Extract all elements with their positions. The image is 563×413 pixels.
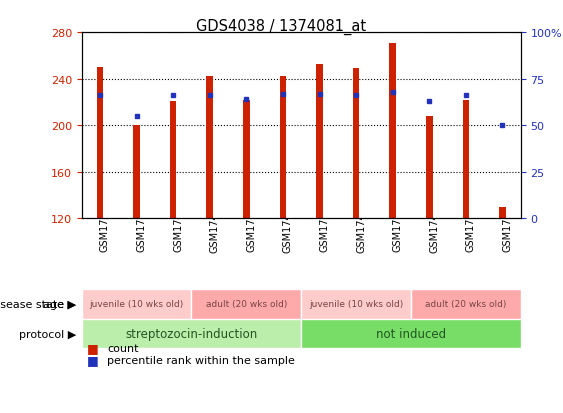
Text: GSM174812: GSM174812 bbox=[430, 193, 439, 252]
Text: adult (20 wks old): adult (20 wks old) bbox=[425, 299, 507, 309]
Text: count: count bbox=[107, 343, 138, 353]
Bar bbox=[97, 68, 103, 219]
Bar bbox=[82, 289, 301, 319]
Text: ■: ■ bbox=[87, 341, 99, 354]
Bar bbox=[280, 77, 286, 219]
Bar bbox=[390, 43, 396, 219]
Text: streptozocin-induction: streptozocin-induction bbox=[126, 327, 257, 340]
Bar bbox=[353, 69, 359, 219]
Text: GSM174816: GSM174816 bbox=[247, 193, 256, 252]
Bar bbox=[82, 289, 191, 319]
Text: age ▶: age ▶ bbox=[43, 299, 76, 309]
Text: GSM174809: GSM174809 bbox=[100, 193, 110, 252]
Text: GSM174814: GSM174814 bbox=[502, 193, 512, 252]
Bar bbox=[463, 100, 469, 219]
Text: GSM174815: GSM174815 bbox=[209, 193, 220, 252]
Bar bbox=[133, 126, 140, 219]
Text: GSM174807: GSM174807 bbox=[356, 193, 366, 252]
Bar bbox=[499, 207, 506, 219]
Text: adult (20 wks old): adult (20 wks old) bbox=[205, 299, 287, 309]
Bar bbox=[207, 77, 213, 219]
Text: not induced: not induced bbox=[376, 327, 446, 340]
Bar bbox=[301, 289, 521, 319]
Bar bbox=[411, 289, 521, 319]
Text: percentile rank within the sample: percentile rank within the sample bbox=[107, 355, 295, 365]
Text: GSM174808: GSM174808 bbox=[393, 193, 403, 252]
Text: ■: ■ bbox=[87, 354, 99, 367]
Bar bbox=[82, 319, 301, 349]
Text: GSM174811: GSM174811 bbox=[173, 193, 183, 252]
Bar bbox=[426, 116, 432, 219]
Text: nondiabetic: nondiabetic bbox=[376, 297, 446, 311]
Text: disease state ▶: disease state ▶ bbox=[0, 299, 76, 309]
Text: GSM174806: GSM174806 bbox=[320, 193, 329, 252]
Text: juvenile (10 wks old): juvenile (10 wks old) bbox=[309, 299, 403, 309]
Text: diabetic: diabetic bbox=[168, 297, 215, 311]
Text: protocol ▶: protocol ▶ bbox=[19, 329, 76, 339]
Bar bbox=[243, 100, 249, 219]
Bar bbox=[191, 289, 301, 319]
Text: GSM174813: GSM174813 bbox=[466, 193, 476, 252]
Bar bbox=[301, 319, 521, 349]
Text: GSM174817: GSM174817 bbox=[283, 193, 293, 252]
Text: juvenile (10 wks old): juvenile (10 wks old) bbox=[90, 299, 184, 309]
Text: GSM174810: GSM174810 bbox=[136, 193, 146, 252]
Bar bbox=[316, 64, 323, 219]
Bar bbox=[301, 289, 411, 319]
Bar bbox=[170, 102, 176, 219]
Text: GDS4038 / 1374081_at: GDS4038 / 1374081_at bbox=[196, 19, 367, 35]
